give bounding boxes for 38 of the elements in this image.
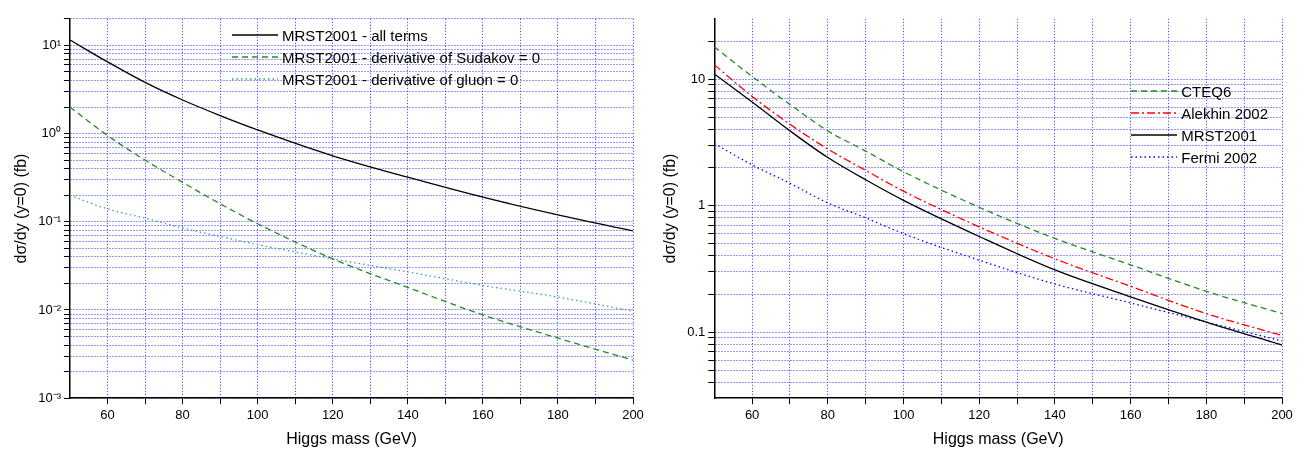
- legend-label: MRST2001 - all terms: [282, 26, 428, 44]
- y-tick-label: 10⁻²: [38, 301, 62, 317]
- line-series: [714, 142, 1282, 342]
- x-tick-label: 180: [547, 406, 569, 422]
- x-tick-label: 140: [1044, 406, 1066, 422]
- y-tick-label: 10¹: [42, 36, 62, 52]
- legend-label: CTEQ6: [1181, 82, 1232, 100]
- y-tick-label: 10⁻³: [38, 389, 62, 405]
- legend-label: Fermi 2002: [1181, 148, 1258, 166]
- x-tick-label: 200: [1271, 406, 1293, 422]
- legend-label: MRST2001 - derivative of Sudakov = 0: [282, 48, 541, 66]
- legend-label: Alekhin 2002: [1181, 104, 1268, 122]
- x-axis-title: Higgs mass (GeV): [932, 429, 1064, 447]
- x-tick-label: 100: [246, 406, 269, 422]
- x-tick-label: 80: [820, 406, 836, 422]
- x-tick-label: 60: [744, 406, 760, 422]
- y-tick-label: 10⁰: [41, 125, 61, 141]
- x-tick-label: 180: [1195, 406, 1218, 422]
- y-axis-title: dσ/dy (y=0) (fb): [12, 153, 30, 264]
- x-tick-label: 80: [175, 406, 190, 422]
- x-tick-label: 140: [396, 406, 419, 422]
- x-tick-label: 160: [1119, 406, 1142, 422]
- y-tick-label: 10: [690, 70, 706, 86]
- y-tick-label: 10⁻¹: [38, 213, 62, 229]
- y-axis-title: dσ/dy (y=0) (fb): [661, 153, 679, 264]
- y-tick-label: 0.1: [687, 323, 706, 339]
- legend-label: MRST2001: [1181, 126, 1258, 144]
- line-series: [69, 106, 633, 361]
- line-series: [69, 194, 633, 312]
- x-tick-label: 160: [472, 406, 494, 422]
- legend-label: MRST2001 - derivative of gluon = 0: [282, 70, 519, 88]
- x-tick-label: 60: [100, 406, 115, 422]
- x-tick-label: 120: [968, 406, 991, 422]
- x-axis-title: Higgs mass (GeV): [286, 429, 417, 447]
- x-tick-label: 200: [622, 406, 644, 422]
- y-tick-label: 1: [698, 197, 706, 213]
- x-tick-label: 100: [892, 406, 915, 422]
- x-tick-label: 120: [321, 406, 344, 422]
